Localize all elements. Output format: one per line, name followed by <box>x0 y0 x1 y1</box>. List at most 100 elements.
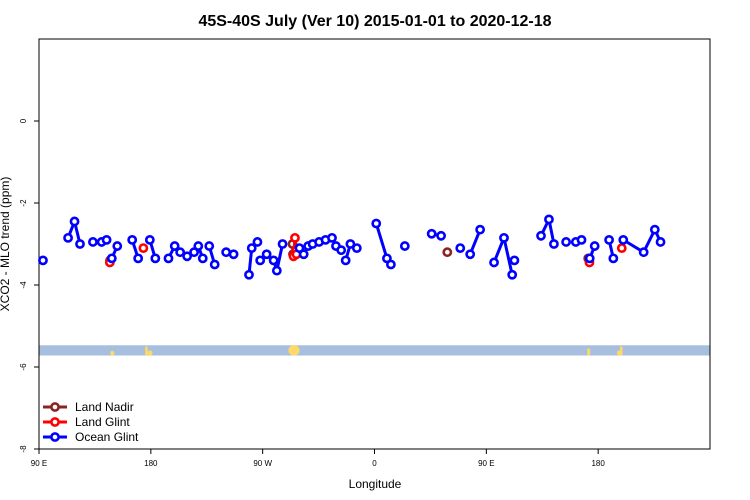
data-point <box>101 234 112 245</box>
data-point <box>255 255 266 266</box>
legend-label: Land Glint <box>75 415 130 429</box>
data-point <box>244 269 254 280</box>
data-point <box>351 243 362 253</box>
x-tick-label: 180 <box>591 459 605 468</box>
x-tick-label: 90 W <box>253 459 272 468</box>
data-point <box>127 234 138 245</box>
y-tick-label: -8 <box>19 445 28 453</box>
data-point <box>252 237 263 247</box>
series-line <box>622 228 662 254</box>
data-point <box>475 224 486 235</box>
data-point <box>290 232 300 243</box>
data-point <box>75 239 85 249</box>
data-point <box>228 249 239 260</box>
data-point <box>436 230 447 241</box>
data-point <box>509 255 520 266</box>
data-point <box>608 253 619 264</box>
data-point <box>561 237 572 247</box>
data-point <box>638 247 649 258</box>
data-point <box>589 241 600 251</box>
legend-marker <box>50 402 60 412</box>
y-axis-ticks: 0 -2 -4 -6 -8 <box>19 118 39 453</box>
legend-marker <box>50 417 60 427</box>
data-point <box>584 253 595 264</box>
legend-marker <box>50 432 60 442</box>
data-point <box>277 239 288 249</box>
data-point <box>197 253 208 264</box>
y-tick-label: -2 <box>19 199 28 207</box>
data-point <box>616 243 627 253</box>
data-point <box>618 234 629 245</box>
data-point <box>38 255 48 266</box>
data-point <box>655 237 666 247</box>
data-point <box>193 241 204 251</box>
land-patch-0 <box>110 350 115 356</box>
x-tick-label: 90 E <box>31 459 47 468</box>
data-point <box>294 243 305 253</box>
data-point <box>88 237 98 247</box>
data-point <box>442 247 453 258</box>
data-point <box>499 232 509 243</box>
legend-item-land-nadir: Land Nadir <box>43 400 134 414</box>
x-axis-label: Longitude <box>349 477 402 491</box>
land-patch-3 <box>288 345 300 356</box>
data-point <box>221 247 232 258</box>
x-tick-label: 0 <box>372 459 377 468</box>
data-point <box>371 218 382 229</box>
series-line <box>492 236 514 276</box>
data-point <box>576 234 587 245</box>
data-point <box>386 259 396 270</box>
land-patch-2 <box>145 346 148 356</box>
data-point <box>455 243 466 253</box>
land-patch-4 <box>587 348 591 356</box>
data-point <box>465 249 476 260</box>
data-point <box>69 216 80 227</box>
data-point <box>138 243 149 253</box>
data-point <box>150 253 161 264</box>
legend-item-ocean-glint: Ocean Glint <box>43 430 139 444</box>
data-point <box>169 241 180 251</box>
y-tick-label: -4 <box>19 281 28 289</box>
data-point <box>426 228 437 239</box>
legend-label: Ocean Glint <box>75 430 139 444</box>
data-point <box>327 232 337 243</box>
data-point <box>489 257 499 268</box>
data-point <box>175 247 186 258</box>
data-point <box>340 255 351 266</box>
data-point <box>209 259 220 270</box>
data-point <box>268 255 279 266</box>
data-point <box>399 241 410 251</box>
data-point <box>298 249 309 260</box>
x-tick-label: 90 E <box>478 459 494 468</box>
data-point <box>271 265 282 276</box>
x-axis-ticks: 90 E 180 90 W 0 90 E 180 <box>31 449 605 468</box>
plot-area <box>38 38 711 450</box>
data-point <box>144 234 155 245</box>
data-point <box>163 253 174 264</box>
data-point <box>336 245 347 256</box>
data-point <box>133 253 144 264</box>
data-point <box>536 230 546 241</box>
data-point <box>549 239 559 249</box>
legend-label: Land Nadir <box>75 400 134 414</box>
data-point <box>189 247 199 258</box>
y-tick-label: 0 <box>19 118 28 123</box>
y-axis-label: XCO2 - MLO trend (ppm) <box>0 177 12 312</box>
legend-item-land-glint: Land Glint <box>43 415 130 429</box>
x-tick-label: 180 <box>144 459 158 468</box>
ocean-strip <box>39 345 710 356</box>
data-point <box>544 214 554 225</box>
series-ocean-glint <box>38 214 666 280</box>
y-tick-label: -6 <box>19 363 28 371</box>
data-point <box>112 241 123 251</box>
data-point <box>246 243 257 253</box>
land-patch-1 <box>147 350 153 356</box>
data-point <box>261 249 272 260</box>
data-point <box>604 234 615 245</box>
data-point <box>204 241 215 251</box>
land-patch-6 <box>620 346 623 356</box>
chart-title: 45S-40S July (Ver 10) 2015-01-01 to 2020… <box>198 13 551 30</box>
